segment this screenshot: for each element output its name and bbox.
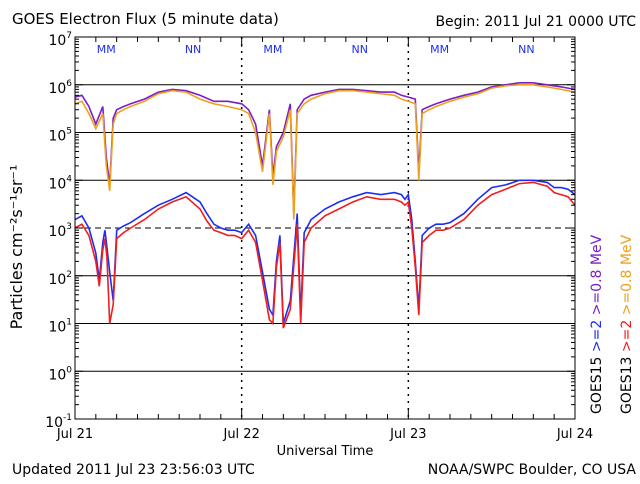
- grid: [75, 37, 575, 419]
- updated-label: Updated 2011 Jul 23 23:56:03 UTC: [12, 462, 255, 478]
- y-tick-label-5: 102: [48, 270, 72, 288]
- y-tick-exponent: -1: [63, 413, 72, 423]
- plot-frame: [74, 36, 576, 420]
- legend-satellite: GOES13: [619, 352, 635, 414]
- y-tick-exponent: 3: [66, 222, 72, 232]
- y-tick-exponent: 7: [66, 31, 72, 41]
- legend-08mev: >=0.8 MeV: [589, 234, 605, 315]
- y-tick-label-8: 10-1: [45, 413, 72, 431]
- event-markers: MM NN MM NN MM NN: [97, 43, 535, 56]
- legend-text-2: GOES13 >=2 >=0.8 MeV: [619, 234, 635, 414]
- x-tick-label-2: Jul 23: [389, 427, 426, 442]
- event-marker-nn: NN: [185, 43, 201, 56]
- series-line-2: [74, 181, 576, 329]
- y-tick-label-7: 100: [48, 365, 72, 383]
- legend-satellite: GOES15: [589, 352, 605, 414]
- x-tick-labels: Jul 21 Jul 22 Jul 23 Jul 24: [56, 427, 593, 442]
- y-tick-base: 10: [48, 129, 66, 145]
- y-tick-base: 10: [45, 415, 63, 431]
- y-tick-label-3: 104: [48, 174, 72, 192]
- legend-entry-1: GOES15 >=2 >=0.8 MeV: [589, 234, 605, 414]
- y-tick-base: 10: [48, 176, 66, 192]
- y-tick-label-6: 101: [48, 318, 72, 336]
- chart-title: GOES Electron Flux (5 minute data): [12, 10, 279, 28]
- y-tick-base: 10: [48, 224, 66, 240]
- y-tick-label-4: 103: [48, 222, 72, 240]
- y-tick-base: 10: [48, 272, 66, 288]
- legend-2mev: >=2: [589, 315, 605, 352]
- x-tick-label-1: Jul 22: [222, 427, 259, 442]
- event-marker-nn: NN: [518, 43, 534, 56]
- y-tick-base: 10: [48, 320, 66, 336]
- credit-label: NOAA/SWPC Boulder, CO USA: [428, 462, 637, 478]
- series-line-3: [74, 82, 576, 214]
- y-tick-label-0: 107: [48, 31, 72, 49]
- legend-08mev: >=0.8 MeV: [619, 234, 635, 315]
- y-tick-label-2: 105: [48, 127, 72, 145]
- event-marker-mm: MM: [97, 43, 116, 56]
- series-lines: [74, 82, 576, 329]
- event-marker-nn: NN: [351, 43, 367, 56]
- x-tick-label-3: Jul 24: [556, 427, 593, 442]
- y-tick-exponent: 6: [66, 79, 72, 89]
- series-line-4: [74, 84, 576, 220]
- y-tick-base: 10: [48, 81, 66, 97]
- y-tick-exponent: 2: [66, 270, 72, 280]
- event-marker-mm: MM: [263, 43, 282, 56]
- legend-2mev: >=2: [619, 315, 635, 352]
- y-tick-base: 10: [48, 33, 66, 49]
- series-line-1: [74, 179, 576, 324]
- begin-label: Begin: 2011 Jul 21 0000 UTC: [435, 14, 636, 30]
- y-tick-exponent: 1: [66, 318, 72, 328]
- y-tick-exponent: 5: [66, 127, 72, 137]
- y-tick-label-1: 106: [48, 79, 72, 97]
- legend-entry-2: GOES13 >=2 >=0.8 MeV: [619, 234, 635, 414]
- y-axis-label: Particles cm⁻²s⁻¹sr⁻¹: [7, 165, 26, 330]
- y-tick-exponent: 0: [66, 365, 72, 375]
- x-axis-label: Universal Time: [277, 444, 374, 459]
- y-tick-base: 10: [48, 367, 66, 383]
- x-tick-label-0: Jul 21: [56, 427, 93, 442]
- legend-text-1: GOES15 >=2 >=0.8 MeV: [589, 234, 605, 414]
- y-tick-exponent: 4: [66, 174, 72, 184]
- event-marker-mm: MM: [430, 43, 449, 56]
